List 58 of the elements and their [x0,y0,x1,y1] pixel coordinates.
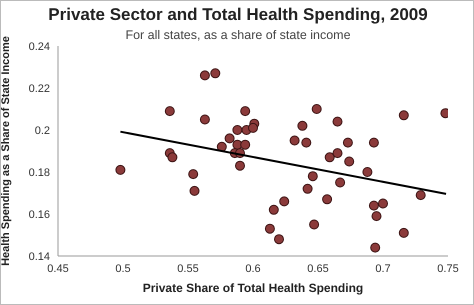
point [372,211,382,222]
y-tick-label: 0.22 [28,82,50,95]
point [167,152,178,162]
point [344,156,354,166]
point [342,138,353,148]
point [115,164,126,175]
point [335,178,346,188]
point [240,140,250,150]
y-tick-label: 0.2 [34,124,50,137]
point [332,148,342,158]
point [302,184,313,194]
point [200,70,210,80]
point [210,68,220,78]
point [368,138,379,148]
point [362,167,372,177]
y-axis-title: Health Spending as a Share of State Income [0,36,12,266]
chart-title: Private Sector and Total Health Spending, 2009 [47,5,429,25]
point [248,122,258,133]
point [368,200,379,211]
y-tick-label: 0.14 [28,250,50,263]
point [279,196,290,206]
x-axis-title: Private Share of Total Health Spending [142,281,364,295]
point [332,116,342,127]
x-tick-label: 0.7 [375,262,391,275]
point [312,104,322,114]
point [190,186,200,196]
point [264,224,275,234]
point [232,125,242,135]
point [188,169,198,180]
y-tick-label: 0.24 [28,40,50,53]
x-tick-label: 0.6 [245,262,261,275]
point [224,133,235,144]
y-tick-label: 0.16 [28,208,50,221]
chart-subtitle: For all states, as a share of state income [125,28,351,42]
point [235,160,245,171]
x-tick-label: 0.5 [115,262,131,275]
point [324,152,335,162]
point [309,220,320,230]
x-tick-label: 0.55 [177,262,199,275]
point [301,138,312,148]
point [378,198,388,208]
point [268,204,279,215]
x-tick-label: 0.75 [437,262,459,275]
point [200,114,210,124]
point [398,110,409,120]
point [370,242,380,253]
point [290,136,300,146]
y-tick-label: 0.18 [28,166,50,179]
x-tick-label: 0.45 [47,262,69,275]
point [297,120,308,131]
point [274,234,284,244]
point [322,194,332,204]
point [308,171,318,182]
point [416,190,426,200]
x-tick-label: 0.65 [307,262,329,275]
point [398,228,409,238]
point [164,106,175,116]
point [240,106,250,116]
